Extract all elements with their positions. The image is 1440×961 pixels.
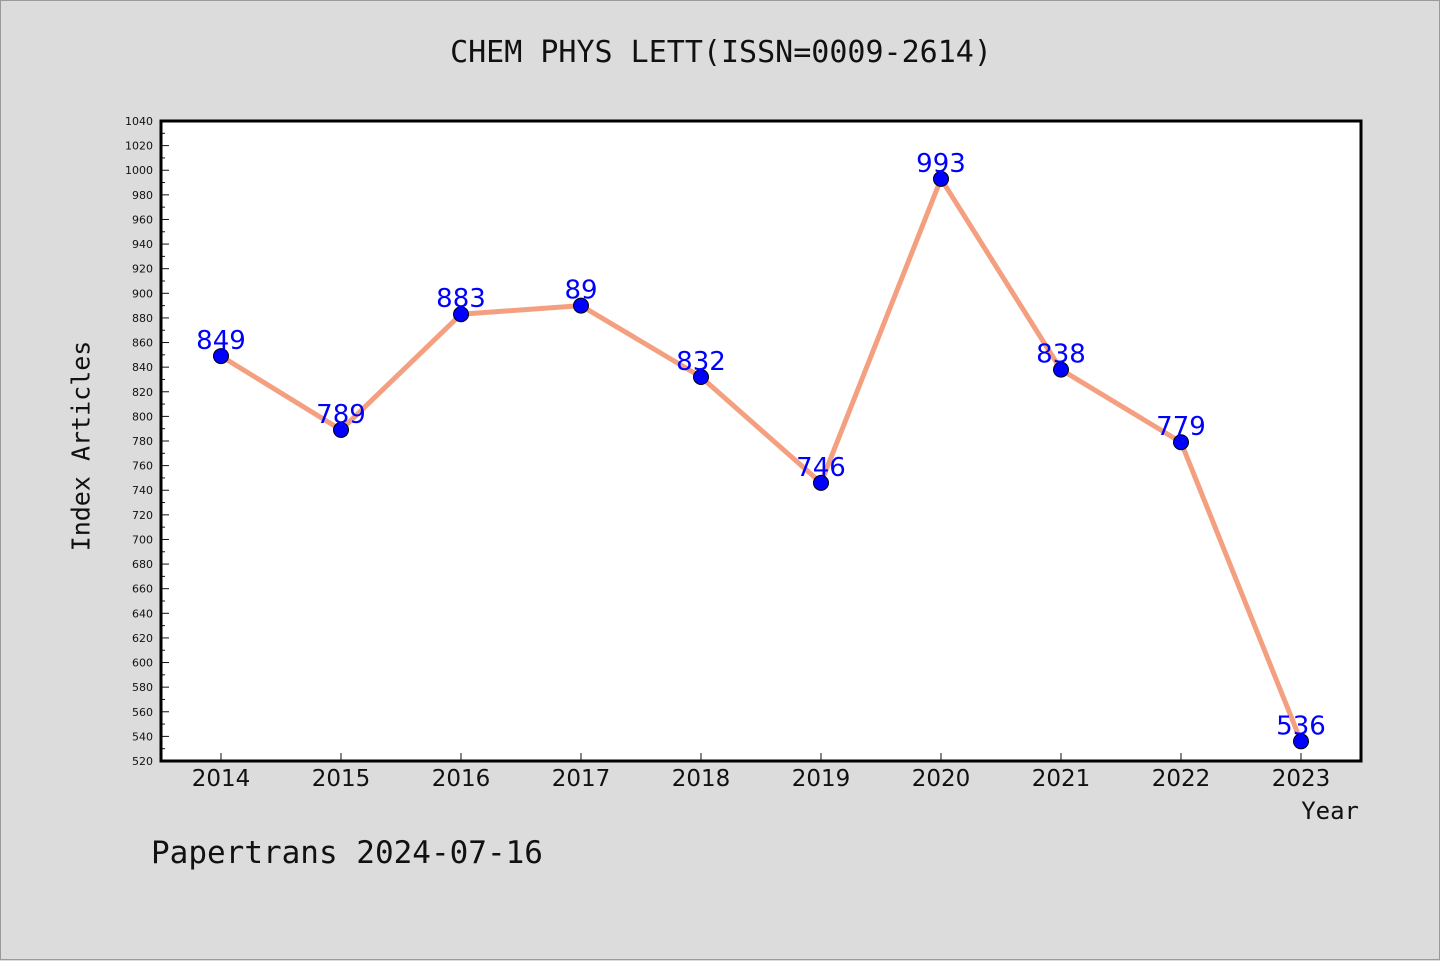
y-tick-label: 560 (132, 706, 153, 719)
data-point (1053, 361, 1069, 378)
y-tick-label: 800 (132, 410, 153, 423)
data-label: 746 (796, 453, 846, 483)
data-point (1293, 733, 1309, 750)
x-tick-label: 2023 (1272, 766, 1331, 792)
data-label: 832 (676, 347, 726, 377)
x-axis-label: Year (1301, 797, 1359, 825)
data-point (933, 170, 949, 187)
x-tick-label: 2017 (552, 766, 611, 792)
plot-area (161, 121, 1361, 761)
y-tick-label: 880 (132, 312, 153, 325)
y-tick-label: 540 (132, 730, 153, 743)
y-tick-label: 740 (132, 484, 153, 497)
y-tick-label: 620 (132, 632, 153, 645)
y-tick-label: 1020 (125, 140, 153, 153)
x-tick-label: 2014 (192, 766, 251, 792)
y-tick-label: 700 (132, 533, 153, 546)
y-tick-label: 520 (132, 755, 153, 768)
data-point (1173, 434, 1189, 451)
x-tick-label: 2015 (312, 766, 371, 792)
data-label: 536 (1276, 711, 1326, 741)
data-point (693, 369, 709, 385)
data-label: 838 (1036, 340, 1086, 370)
data-point (213, 348, 229, 365)
data-label: 883 (436, 284, 486, 314)
y-tick-label: 920 (132, 263, 153, 276)
chart-title: CHEM PHYS LETT(ISSN=0009-2614) (450, 35, 992, 70)
x-tick-label: 2022 (1152, 766, 1211, 792)
data-point (813, 474, 829, 491)
data-label: 779 (1156, 412, 1206, 442)
data-label: 89 (564, 276, 597, 306)
data-point (333, 421, 349, 438)
y-tick-label: 680 (132, 558, 153, 571)
y-tick-label: 840 (132, 361, 153, 374)
x-tick-label: 2019 (792, 766, 851, 792)
y-tick-label: 900 (132, 287, 153, 300)
x-tick-label: 2020 (912, 766, 971, 792)
y-tick-label: 860 (132, 337, 153, 350)
series-line (218, 176, 1304, 744)
y-tick-label: 1040 (125, 115, 153, 128)
y-tick-label: 640 (132, 607, 153, 620)
x-tick-label: 2018 (672, 766, 731, 792)
data-label: 849 (196, 326, 246, 356)
y-tick-label: 1000 (125, 164, 153, 177)
y-tick-label: 980 (132, 189, 153, 202)
x-tick-label: 2016 (432, 766, 491, 792)
y-tick-label: 780 (132, 435, 153, 448)
y-tick-label: 760 (132, 460, 153, 473)
y-tick-label: 720 (132, 509, 153, 522)
y-tick-label: 580 (132, 681, 153, 694)
data-point (573, 297, 589, 314)
y-tick-label: 660 (132, 583, 153, 596)
y-tick-label: 940 (132, 238, 153, 251)
y-tick-label: 820 (132, 386, 153, 399)
y-axis-label: Index Articles (66, 340, 96, 552)
data-point (453, 306, 469, 323)
footer-credit: Papertrans 2024-07-16 (151, 835, 543, 871)
data-label: 789 (316, 400, 366, 430)
data-label: 993 (916, 149, 966, 179)
plot-frame (159, 119, 1363, 763)
y-tick-label: 600 (132, 657, 153, 670)
y-tick-label: 960 (132, 213, 153, 226)
x-tick-label: 2021 (1032, 766, 1091, 792)
